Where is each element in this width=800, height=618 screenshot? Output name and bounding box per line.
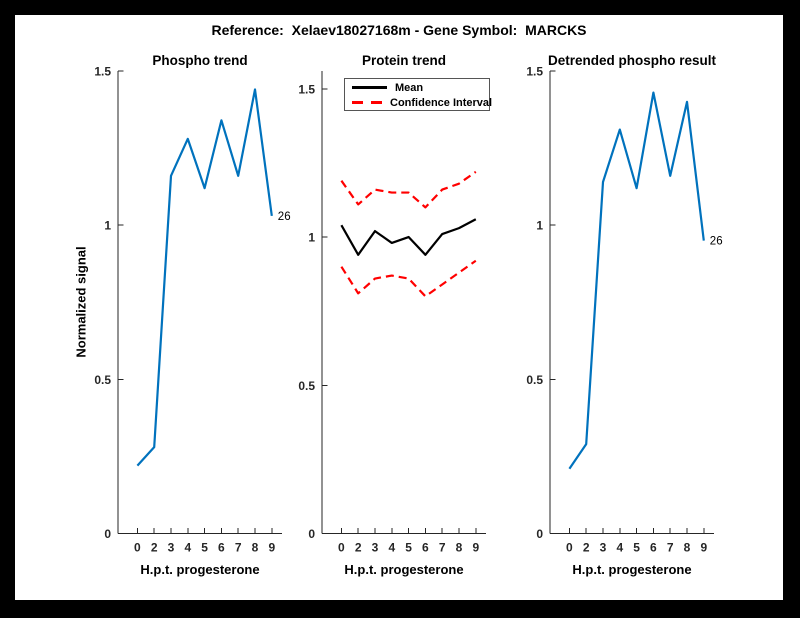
legend-label-mean: Mean: [395, 81, 424, 94]
figure-canvas: Reference: Xelaev18027168m - Gene Symbol…: [15, 15, 783, 600]
svg-text:4: 4: [388, 541, 395, 555]
svg-text:8: 8: [252, 541, 259, 555]
protein-trend-title: Protein trend: [361, 53, 446, 68]
svg-text:5: 5: [201, 541, 208, 555]
detrended-phospho-chart: 00.511.50 2 3 4 5 6 7 8 926: [526, 65, 723, 555]
svg-text:8: 8: [456, 541, 463, 555]
svg-text:7: 7: [667, 541, 674, 555]
svg-text:1.5: 1.5: [526, 65, 543, 79]
svg-text:1: 1: [104, 219, 111, 233]
svg-text:3: 3: [372, 541, 379, 555]
legend-entry-confidence-interval: Confidence Interval: [352, 95, 493, 110]
svg-text:5: 5: [405, 541, 412, 555]
svg-text:9: 9: [268, 541, 275, 555]
svg-text:4: 4: [184, 541, 191, 555]
detrended-phospho-title: Detrended phospho result: [547, 53, 716, 68]
svg-text:6: 6: [218, 541, 225, 555]
svg-text:0.5: 0.5: [298, 379, 315, 393]
legend-label-confidence-interval: Confidence Interval: [390, 96, 493, 109]
detrended-phospho-xlabel: H.p.t. progesterone: [572, 562, 692, 577]
svg-text:0: 0: [104, 527, 111, 541]
svg-text:6: 6: [650, 541, 657, 555]
mean-line-sample: [352, 86, 387, 89]
svg-text:1: 1: [308, 231, 315, 245]
svg-text:0: 0: [134, 541, 141, 555]
protein-trend-xlabel: H.p.t. progesterone: [344, 562, 464, 577]
svg-text:1: 1: [536, 219, 543, 233]
svg-text:6: 6: [422, 541, 429, 555]
figure-title: Reference: Xelaev18027168m - Gene Symbol…: [211, 22, 587, 38]
svg-text:26: 26: [710, 236, 723, 248]
svg-text:9: 9: [472, 541, 479, 555]
svg-text:0: 0: [536, 527, 543, 541]
svg-text:0: 0: [566, 541, 573, 555]
phospho-trend-xlabel: H.p.t. progesterone: [140, 562, 260, 577]
svg-text:4: 4: [616, 541, 623, 555]
legend-entry-mean: Mean: [352, 80, 489, 95]
svg-text:8: 8: [684, 541, 691, 555]
svg-text:9: 9: [700, 541, 707, 555]
svg-text:26: 26: [278, 211, 291, 223]
svg-text:7: 7: [235, 541, 242, 555]
phospho-trend-chart: 00.511.50 2 3 4 5 6 7 8 926: [94, 65, 291, 555]
svg-text:2: 2: [583, 541, 590, 555]
svg-text:1.5: 1.5: [94, 65, 111, 79]
svg-text:0: 0: [308, 527, 315, 541]
svg-text:0.5: 0.5: [94, 373, 111, 387]
svg-text:3: 3: [600, 541, 607, 555]
protein-trend-chart: 00.511.50 2 3 4 5 6 7 8 9: [298, 71, 486, 555]
svg-text:0.5: 0.5: [526, 373, 543, 387]
svg-text:2: 2: [151, 541, 158, 555]
svg-text:7: 7: [439, 541, 446, 555]
confidence-interval-line-sample: [352, 101, 382, 104]
protein-trend-legend: Mean Confidence Interval: [344, 78, 493, 111]
phospho-trend-title: Phospho trend: [152, 53, 248, 68]
svg-text:1.5: 1.5: [298, 82, 315, 96]
svg-text:3: 3: [168, 541, 175, 555]
svg-text:2: 2: [355, 541, 362, 555]
svg-text:5: 5: [633, 541, 640, 555]
svg-text:0: 0: [338, 541, 345, 555]
